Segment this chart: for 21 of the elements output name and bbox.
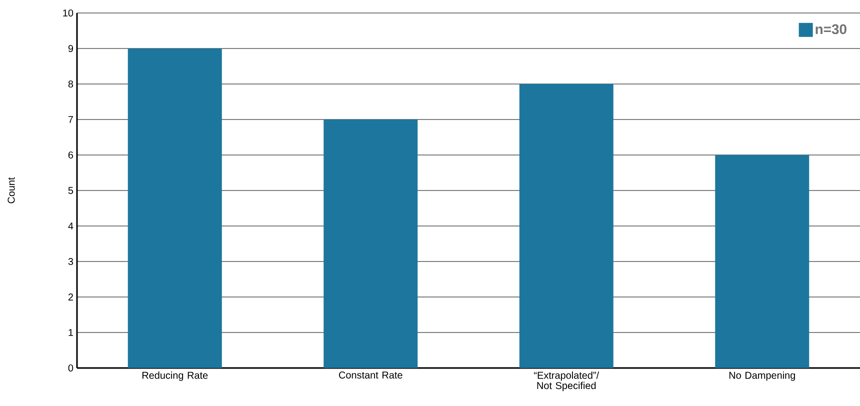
legend-label: n=30	[816, 24, 846, 34]
y-tick-label: 10	[63, 9, 74, 17]
y-tick-label: 6	[68, 151, 74, 159]
y-tick-label: 1	[68, 329, 73, 336]
x-tick-label: No Dampening	[729, 372, 795, 381]
y-tick-label: 2	[68, 294, 73, 300]
bar	[128, 48, 222, 368]
y-axis-title: Count	[8, 177, 15, 204]
y-tick-label: 5	[68, 187, 74, 194]
y-tick-label: 7	[68, 116, 73, 123]
x-tick-label: “Extrapolated”/ Not Specified	[534, 372, 600, 392]
bar	[324, 119, 418, 368]
y-tick-label: 4	[68, 222, 74, 230]
x-tick-label: Constant Rate	[339, 372, 402, 379]
y-tick-label: 9	[68, 44, 74, 52]
bar	[715, 154, 810, 368]
y-tick-label: 0	[68, 364, 74, 372]
x-tick-label: Reducing Rate	[142, 372, 208, 381]
y-tick-label: 3	[68, 258, 74, 266]
bar	[519, 84, 614, 368]
y-tick-label: 8	[68, 80, 74, 88]
